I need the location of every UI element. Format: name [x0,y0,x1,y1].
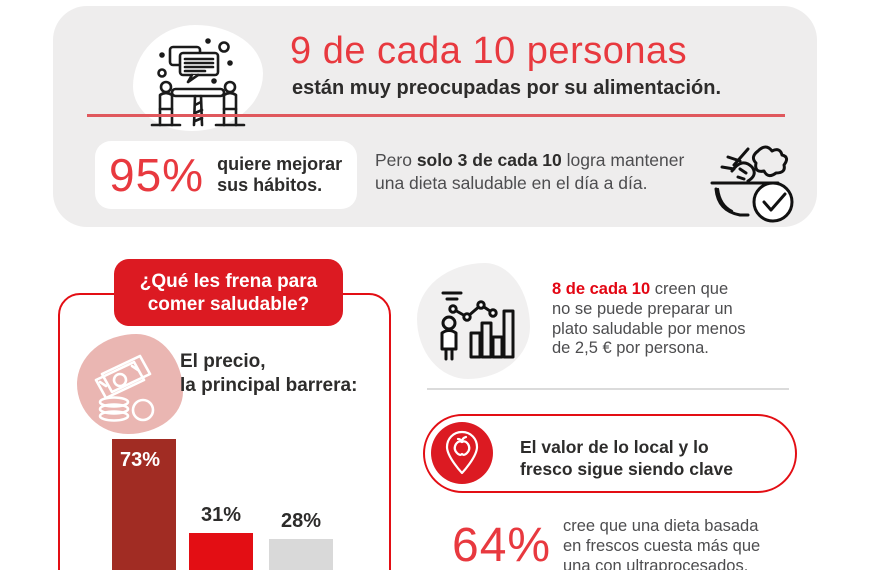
apple-pin-badge [431,422,493,484]
stat-card-95: 95% quiere mejorar sus hábitos. [95,141,357,209]
salad-bowl-check-icon [710,145,794,223]
stats-icon-blob [417,263,530,379]
prepare-stat-text: 8 de cada 10 creen que no se puede prepa… [552,280,746,358]
stat-value-64: 64% [452,519,552,570]
meeting-table-icon [150,38,246,127]
bar-31% [189,532,253,570]
barriers-box [58,293,391,570]
local-value-title: El valor de lo local y lo fresco sigue s… [520,437,734,479]
bar-label-73%: 73% [120,449,161,471]
money-icon [94,354,155,422]
barriers-question-pill: ¿Qué les frena para comer saludable? [114,259,343,326]
page-subtitle: están muy preocupadas por su alimentació… [292,77,722,99]
bar-73% [112,439,176,570]
page-title: 9 de cada 10 personas [290,30,688,72]
stat-value-95: 95% [109,149,205,201]
barriers-subtitle: El precio, la principal barrera: [180,351,358,396]
note-3-de-cada-10: Pero solo 3 de cada 10 logra mantener un… [375,150,685,193]
fresh-diet-text: cree que una dieta basada en frescos cue… [563,517,761,570]
apple-pin-icon [445,430,479,475]
person-stats-icon [440,291,515,361]
header-icon-blob [133,25,263,131]
bar-label-31%: 31% [200,503,242,526]
header-divider [87,114,785,117]
bar-28% [269,539,333,570]
section-divider [427,388,789,390]
prepare-stat-highlight: 8 de cada 10 [552,280,651,298]
stat-label-95: quiere mejorar sus hábitos. [217,154,343,195]
bar-label-28%: 28% [280,510,322,533]
